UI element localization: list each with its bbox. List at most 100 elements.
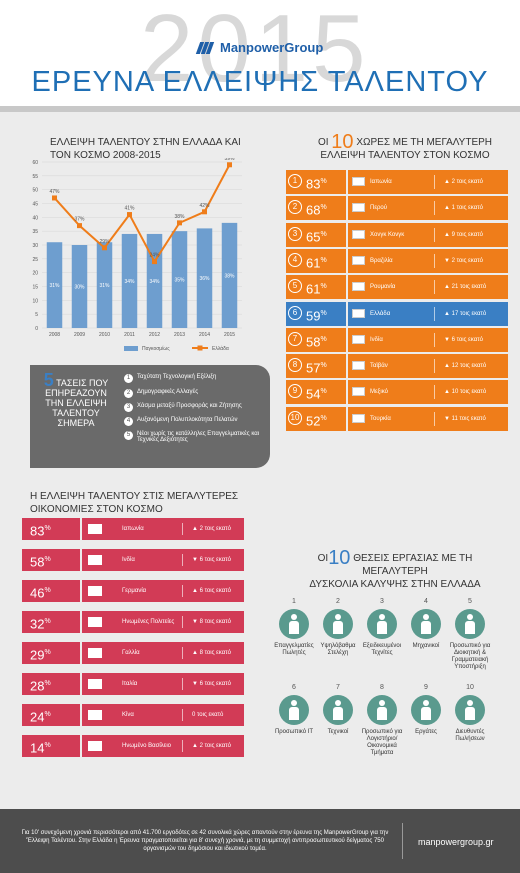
flag-icon <box>352 229 365 239</box>
country-name: Ηνωμένο Βασίλειο <box>122 743 172 749</box>
trends-number: 5 <box>43 370 54 390</box>
y-tick-label: 25 <box>32 257 38 263</box>
year-watermark: 2015 <box>140 0 370 102</box>
job-item: 1 Επαγγελματίες Πωλητές <box>270 598 318 657</box>
percent-sign: % <box>320 388 327 396</box>
jobs-title-line1: ΘΕΣΕΙΣ ΕΡΓΑΣΙΑΣ ΜΕ ΤΗ ΜΕΓΑΛΥΤΕΡΗ <box>353 553 473 577</box>
percent-cell: 32% <box>22 611 80 633</box>
flag-icon <box>352 361 365 371</box>
job-label: Υψηλόβαθμα Στελέχη <box>320 643 356 656</box>
percent-value: 52 <box>306 413 321 429</box>
job-item: 7 Τεχνικοί <box>314 684 362 736</box>
line-point <box>127 212 132 218</box>
economies-title-line2: ΟΙΚΟΝΟΜΙΕΣ ΣΤΟΝ ΚΟΣΜΟ <box>30 504 163 515</box>
job-item: 3 Εξειδικευμένοι Τεχνίτες <box>358 598 406 657</box>
divider <box>434 201 435 216</box>
economy-bar: Ινδία ▼ 6 τοις εκατό <box>82 549 244 571</box>
bar <box>71 245 88 328</box>
country-name: Ταϊβάν <box>370 363 388 370</box>
bar-data-label: 30% <box>74 285 85 291</box>
line-point <box>152 259 157 265</box>
rank-badge: 3 <box>288 226 302 241</box>
flag-icon <box>88 586 102 596</box>
country-name: Ιαπωνία <box>370 179 392 185</box>
job-label: Εξειδικευμένοι Τεχνίτες <box>362 643 402 656</box>
line-data-label: 42% <box>199 203 210 209</box>
percent-value: 28 <box>30 678 45 694</box>
divider <box>434 253 435 268</box>
percent-sign: % <box>320 178 327 185</box>
job-label: Προσωπικό IT <box>274 729 314 735</box>
divider <box>182 616 183 628</box>
percent-sign: % <box>320 362 327 370</box>
rank-badge: 6 <box>288 305 302 320</box>
percent-cell: 9 54% <box>286 380 346 405</box>
divider <box>434 227 435 242</box>
job-label: Εργάτες <box>415 729 437 735</box>
y-tick-label: 50 <box>32 188 38 194</box>
line-point <box>52 195 57 201</box>
bar <box>221 222 238 328</box>
economy-row: 28% Ιταλία ▼ 6 τοις εκατό <box>22 673 244 695</box>
footer: Για 10' συνεχόμενη χρονιά περισσότεροι α… <box>0 809 520 873</box>
job-number: 10 <box>466 684 474 691</box>
job-number: 3 <box>380 598 384 605</box>
chart-title: ΕΛΛΕΙΨΗ ΤΑΛΕΝΤΟΥ ΣΤΗΝ ΕΛΛΑΔΑ ΚΑΙ ΤΟΝ ΚΟΣ… <box>50 136 250 162</box>
percent-value: 46 <box>30 585 45 601</box>
trends-title-text: ΤΑΣΕΙΣ ΠΟΥ ΕΠΗΡΕΑΖΟΥΝ ΤΗΝ ΕΛΛΕΙΨΗ ΤΑΛΕΝΤ… <box>45 378 109 428</box>
economy-bar: Γαλλία ▲ 8 τοις εκατό <box>82 642 244 664</box>
change-value: 0 τοις εκατό <box>192 712 224 718</box>
percent-cell: 29% <box>22 642 80 664</box>
flag-icon <box>352 255 365 265</box>
x-tick-label: 2014 <box>199 332 210 338</box>
change-value: ▲ 2 τοις εκατό <box>192 526 231 532</box>
bar-data-label: 31% <box>49 283 60 289</box>
job-label: Προσωπικό για Διοικητική & Γραμματειακή … <box>449 643 491 670</box>
job-item: 5 Προσωπικό για Διοικητική & Γραμματειακή… <box>446 598 494 671</box>
trend-item: 4 Αυξανόμενη Πολυπλοκότητα Πελατών <box>124 417 277 426</box>
top10-title-line1: ΧΩΡΕΣ ΜΕ ΤΗ ΜΕΓΑΛΥΤΕΡΗ <box>356 137 493 148</box>
job-number: 8 <box>380 684 384 691</box>
y-tick-label: 0 <box>35 326 38 332</box>
header: 2015 ManpowerGroup ΕΡΕΥΝΑ ΕΛΛΕΙΨΗΣ ΤΑΛΕΝ… <box>0 0 520 112</box>
rank-badge: 7 <box>288 331 302 346</box>
percent-sign: % <box>44 649 51 656</box>
percent-sign: % <box>320 414 327 422</box>
percent-cell: 46% <box>22 580 80 602</box>
job-item: 8 Προσωπικό για Λογιστήριο/ Οικονομικά Τμ… <box>358 684 406 757</box>
divider <box>182 740 183 752</box>
line-point <box>77 223 82 229</box>
economies-title: Η ΕΛΛΕΙΨΗ ΤΑΛΕΝΤΟΥ ΣΤΙΣ ΜΕΓΑΛΥΤΕΡΕΣ ΟΙΚΟ… <box>30 490 260 516</box>
job-number: 5 <box>468 598 472 605</box>
divider <box>182 523 183 535</box>
footer-divider <box>402 823 403 859</box>
country-bar: Ιαπωνία ▲ 2 τοις εκατό <box>348 170 508 194</box>
country-name: Περού <box>370 205 388 212</box>
job-item: 6 Προσωπικό IT <box>270 684 318 736</box>
footer-link[interactable]: manpowergroup.gr <box>418 837 494 847</box>
bar <box>196 228 213 328</box>
job-person-icon <box>455 609 485 639</box>
percent-sign: % <box>44 742 51 749</box>
change-value: ▲ 9 τοις εκατό <box>444 231 483 238</box>
bar <box>171 231 188 328</box>
line-point <box>227 162 232 168</box>
flag-icon <box>88 741 102 751</box>
trend-number: 4 <box>124 417 133 426</box>
flag-icon <box>352 334 365 344</box>
brand-logo[interactable]: ManpowerGroup <box>195 40 323 55</box>
y-tick-label: 15 <box>32 285 38 291</box>
change-value: ▼ 8 τοις εκατό <box>192 619 231 625</box>
economy-row: 29% Γαλλία ▲ 8 τοις εκατό <box>22 642 244 664</box>
change-value: ▼ 6 τοις εκατό <box>192 681 231 687</box>
percent-value: 57 <box>306 360 321 376</box>
country-row: 9 54% Μεξικό ▲ 10 τοις εκατό <box>286 380 508 405</box>
manpower-logo-icon <box>195 41 216 54</box>
percent-cell: 6 59% <box>286 301 346 326</box>
economy-bar: Ηνωμένο Βασίλειο ▲ 2 τοις εκατό <box>82 735 244 757</box>
percent-value: 32 <box>30 616 45 632</box>
economy-bar: Ιαπωνία ▲ 2 τοις εκατό <box>82 518 244 540</box>
bar-data-label: 31% <box>99 283 110 289</box>
percent-cell: 5 61% <box>286 275 346 300</box>
economy-row: 58% Ινδία ▼ 6 τοις εκατό <box>22 549 244 571</box>
